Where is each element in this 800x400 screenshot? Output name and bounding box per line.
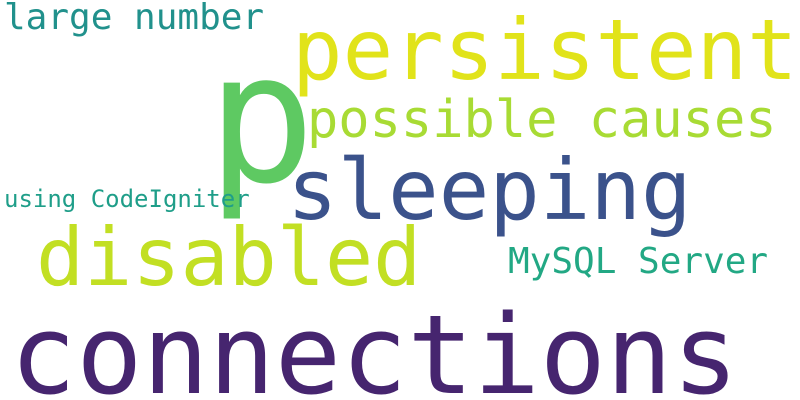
- word-disabled: disabled: [36, 211, 422, 304]
- word-mysql-server: MySQL Server: [508, 241, 769, 282]
- word-connections: connections: [10, 291, 739, 400]
- word-large-number: large number: [4, 0, 265, 38]
- word-using-codeigniter: using CodeIgniter: [4, 185, 250, 213]
- word-sleeping: sleeping: [287, 141, 692, 239]
- word-persistent: persistent: [292, 1, 798, 99]
- word-possible-causes: possible causes: [307, 90, 777, 150]
- word-p: p: [207, 15, 316, 224]
